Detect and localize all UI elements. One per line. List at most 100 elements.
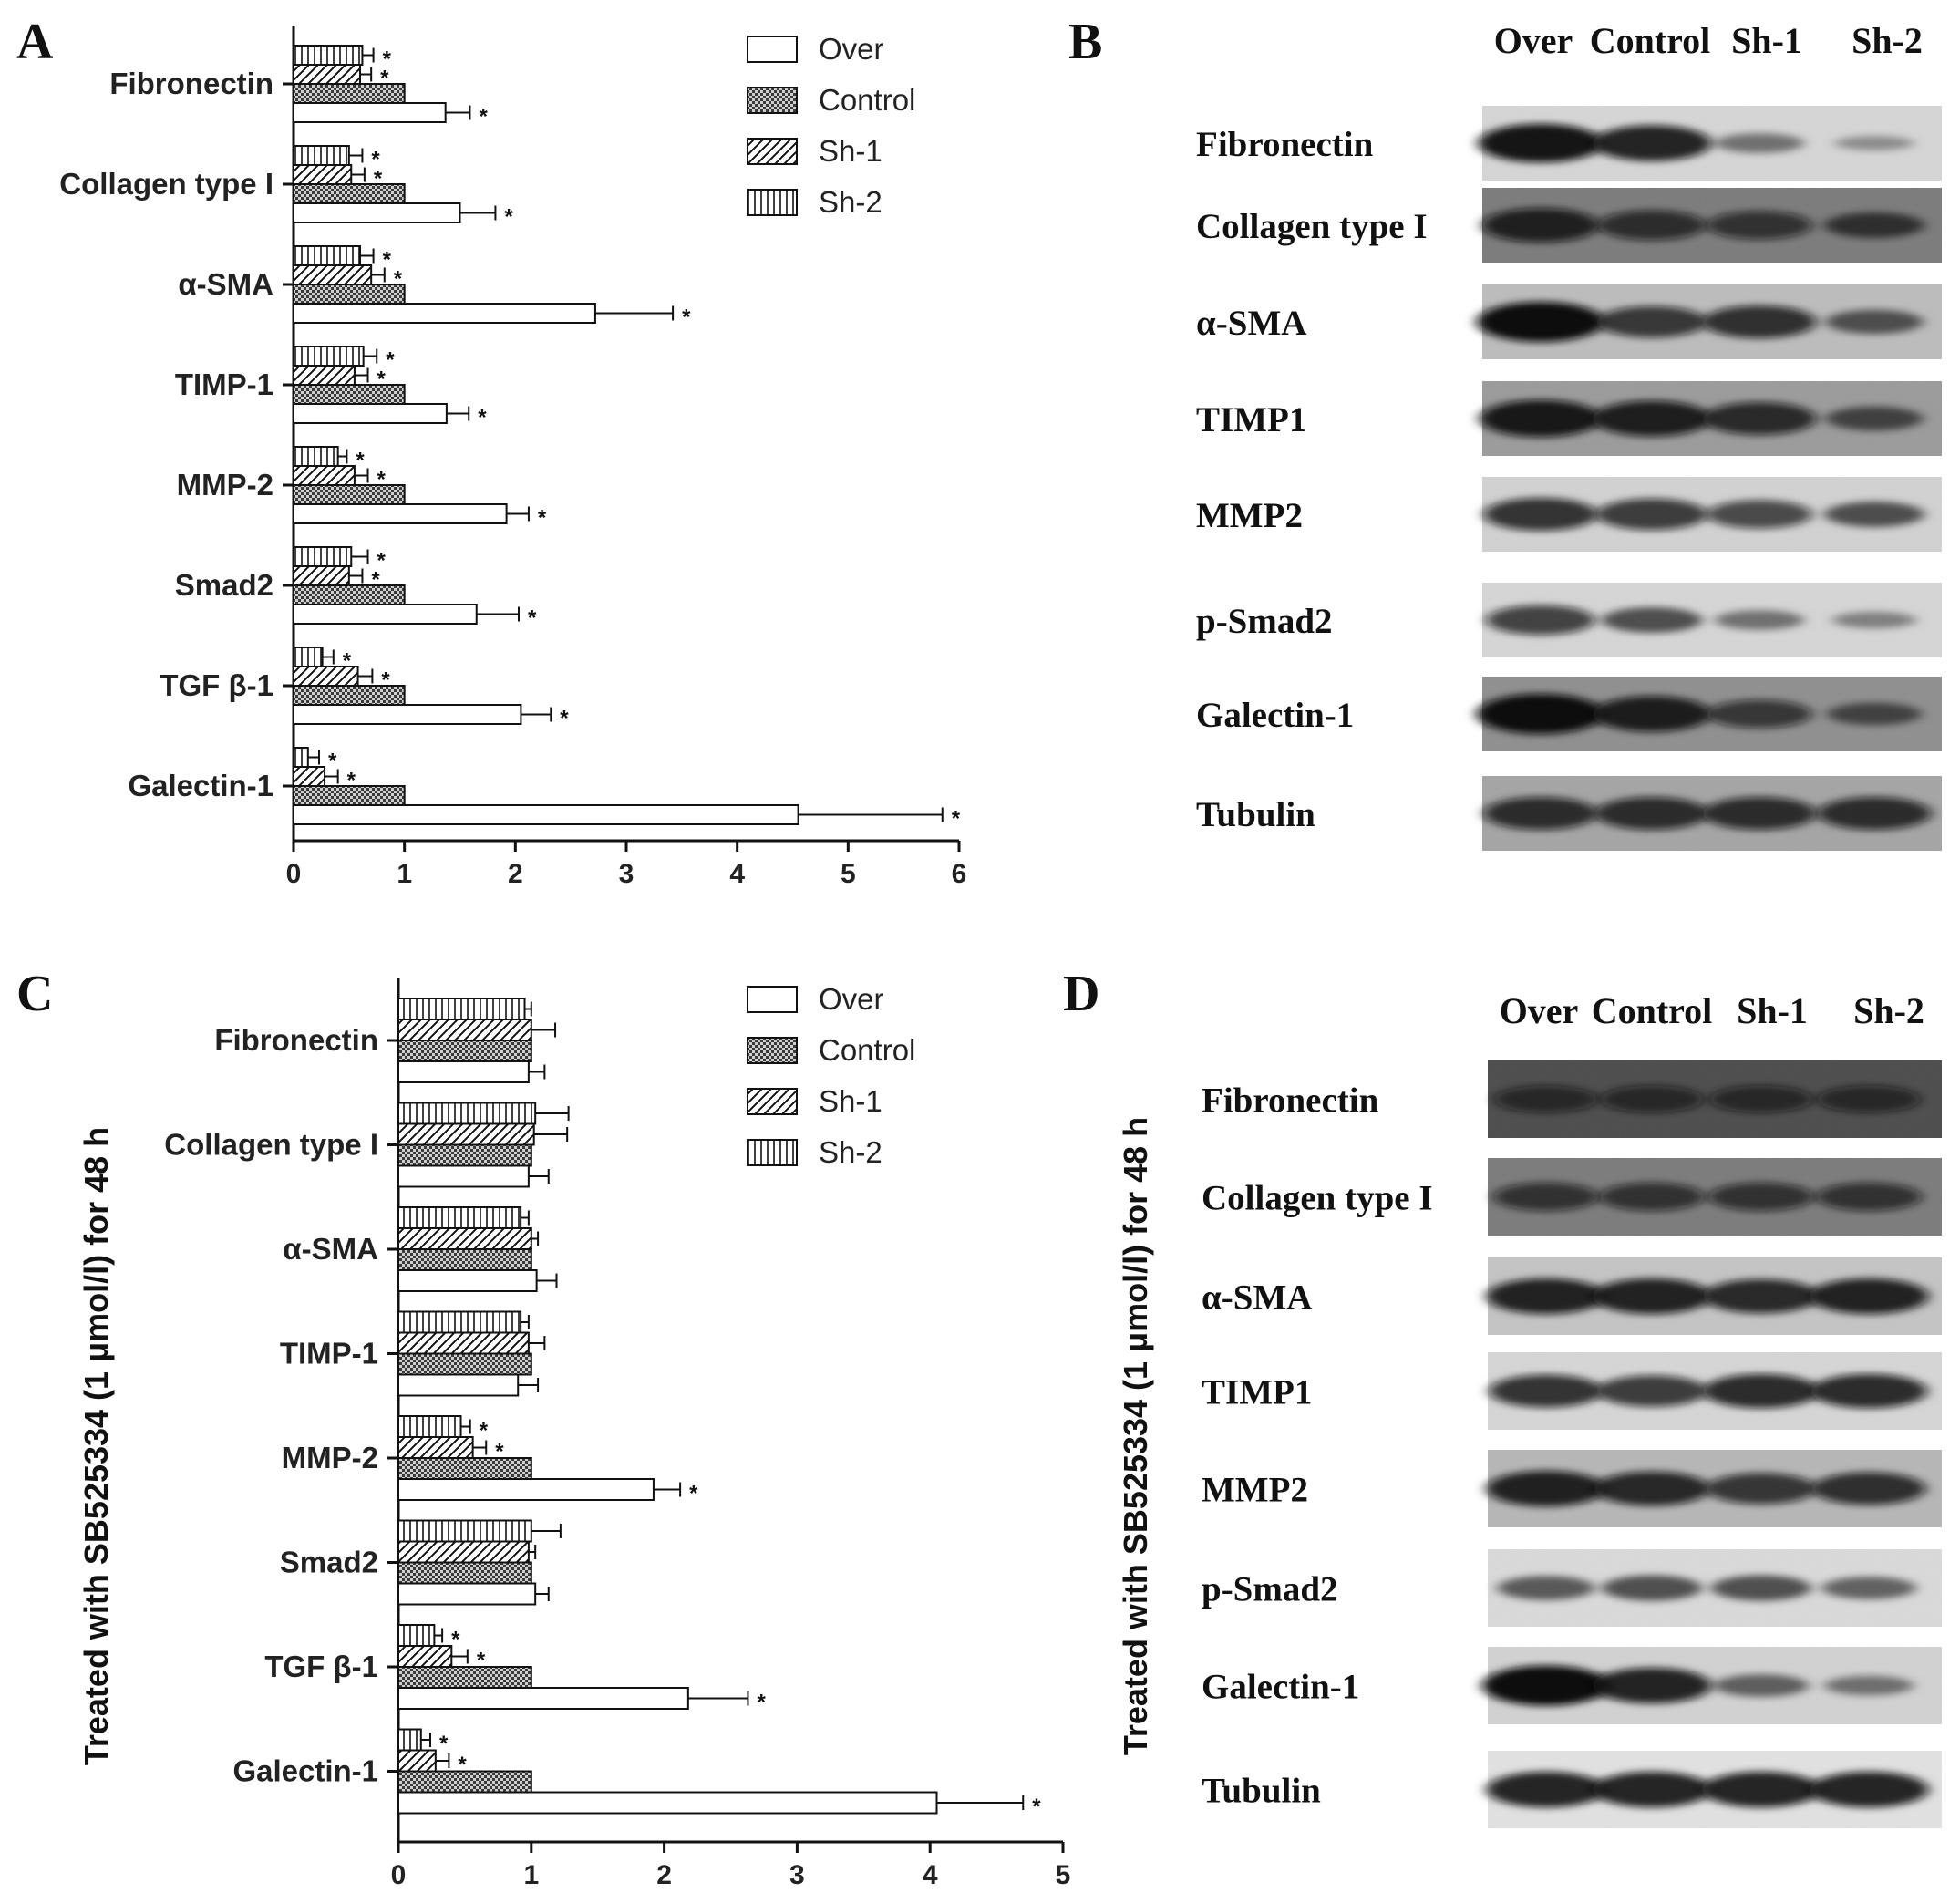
- bar-over-tgf-1: [293, 704, 522, 725]
- bar-over-fibronectin: [397, 1060, 530, 1083]
- bar-sh-2-collagen-type-i: [397, 1102, 537, 1125]
- blot-band-timp1-sh-2: [1825, 406, 1924, 431]
- x-tick-label: 3: [789, 1860, 805, 1890]
- blot-row-label-p-smad2: p-Smad2: [1196, 602, 1333, 641]
- x-tick-label: 1: [523, 1860, 539, 1890]
- blot-row-label-mmp2: MMP2: [1202, 1471, 1308, 1510]
- bar-sh-2-tgf-1: [397, 1624, 436, 1647]
- category-label-fibronectin: Fibronectin: [214, 1023, 378, 1057]
- blot-band-timp1-over: [1480, 399, 1602, 438]
- blot-band-p-smad2-over: [1486, 605, 1595, 636]
- bar-over-fibronectin: [293, 102, 447, 123]
- bar-sh-1-mmp-2: [397, 1436, 474, 1459]
- x-tick-label: 1: [397, 859, 412, 889]
- significance-star: *: [477, 1649, 486, 1673]
- blot-band-mmp2-control: [1596, 498, 1707, 531]
- blot-row-label-mmp2: MMP2: [1196, 496, 1303, 535]
- bar-sh-1-tgf-1: [293, 666, 359, 687]
- bar-sh-2-mmp-2: [397, 1415, 462, 1438]
- bar-control-fibronectin: [397, 1040, 532, 1062]
- significance-star: *: [381, 668, 390, 693]
- bar-sh-1-collagen-type-i: [293, 164, 353, 185]
- lane-label-over: Over: [1494, 20, 1573, 61]
- legend-swatch-sh-1: [747, 1088, 798, 1115]
- bar-sh-1-timp-1: [397, 1331, 530, 1355]
- category-label-mmp-2: MMP-2: [177, 468, 273, 502]
- blot-band-timp1-over: [1489, 1374, 1604, 1408]
- significance-star: *: [383, 47, 392, 72]
- chart-panel-c: 0 1 2 3 4 5 Fibronectin Collagen type I α-SMA TIM…: [77, 978, 1070, 1890]
- blot-row-label-fibronectin: Fibronectin: [1196, 125, 1374, 164]
- blot-band-mmp2-sh-2: [1824, 502, 1924, 527]
- lane-label-over: Over: [1500, 990, 1579, 1031]
- category-label-collagen-type-i: Collagen type I: [164, 1128, 378, 1162]
- legend-swatch-control: [747, 1037, 798, 1064]
- legend-panel-c: Over Control Sh-1 Sh-2: [747, 982, 915, 1169]
- lane-label-control: Control: [1592, 990, 1713, 1031]
- category-label-fibronectin: Fibronectin: [109, 67, 273, 100]
- bar-sh-1-mmp-2: [293, 465, 356, 486]
- blot-band-sma-over: [1486, 1278, 1606, 1315]
- bar-sh-2-galectin-1: [293, 747, 309, 768]
- significance-star: *: [538, 506, 547, 531]
- bar-sh-2-collagen-type-i: [293, 145, 350, 166]
- blot-band-galectin-1-control: [1592, 696, 1712, 732]
- blot-band-collagen-type-i-sh-2: [1816, 1182, 1922, 1212]
- legend-swatch-over: [747, 986, 798, 1013]
- blot-band-timp1-control: [1592, 400, 1712, 437]
- blot-band-mmp2-sh-1: [1706, 1473, 1817, 1505]
- bar-control-fibronectin: [293, 83, 406, 104]
- blot-band-sma-over: [1477, 302, 1604, 342]
- blot-band-sma-control: [1596, 305, 1707, 338]
- category-label-timp-1: TIMP-1: [175, 367, 273, 401]
- significance-star: *: [1032, 1795, 1041, 1819]
- bar-control-sma: [293, 284, 406, 305]
- blot-panel-d: Over Control Sh-1 Sh-2 Fibronectin Collagen t…: [1117, 990, 1942, 1828]
- lane-label-sh-1: Sh-1: [1737, 990, 1808, 1031]
- panel-letter-a: A: [16, 14, 54, 70]
- x-tick-label: 4: [729, 859, 745, 889]
- blot-band-tubulin-sh-2: [1817, 797, 1932, 830]
- blot-band-mmp2-control: [1594, 1471, 1710, 1506]
- category-label-timp-1: TIMP-1: [280, 1337, 378, 1371]
- blot-row-label-sma: α-SMA: [1196, 304, 1306, 343]
- y-axis-label: Treated with SB525334 (1 μmol/l) for 48 …: [77, 1127, 115, 1765]
- blot-band-galectin-1-over: [1482, 1665, 1610, 1706]
- blot-band-collagen-type-i-sh-1: [1708, 1182, 1814, 1212]
- significance-star: *: [386, 348, 395, 373]
- blot-band-sma-sh-2: [1809, 1278, 1929, 1315]
- blot-row-label-p-smad2: p-Smad2: [1202, 1570, 1338, 1609]
- significance-star: *: [952, 807, 961, 832]
- bar-sh-2-tgf-1: [293, 647, 324, 667]
- bar-sh-2-sma: [397, 1206, 522, 1229]
- significance-star: *: [451, 1628, 460, 1652]
- bar-sh-2-fibronectin: [293, 45, 364, 66]
- bar-control-smad2: [397, 1561, 532, 1585]
- bar-over-sma: [397, 1269, 538, 1292]
- x-tick-label: 2: [508, 859, 523, 889]
- blot-band-galectin-1-sh-2: [1824, 1675, 1914, 1696]
- significance-star: *: [374, 167, 383, 191]
- bar-sh-2-smad2: [293, 546, 353, 567]
- significance-star: *: [478, 406, 487, 430]
- lane-label-control: Control: [1590, 20, 1711, 61]
- blot-band-sma-sh-1: [1703, 1278, 1820, 1314]
- x-tick-label: 0: [286, 859, 302, 889]
- blot-band-galectin-1-sh-2: [1827, 702, 1922, 726]
- bar-sh-1-fibronectin: [397, 1019, 532, 1041]
- x-tick-label: 3: [619, 859, 634, 889]
- bar-over-timp-1: [397, 1373, 520, 1397]
- significance-star: *: [458, 1753, 467, 1777]
- bar-sh-2-mmp-2: [293, 446, 339, 467]
- blot-row-label-collagen-type-i: Collagen type I: [1202, 1179, 1433, 1218]
- category-label-tgf-1: TGF β-1: [264, 1650, 378, 1683]
- legend-label-control: Control: [819, 83, 915, 117]
- significance-star: *: [480, 1419, 489, 1443]
- bar-over-smad2: [397, 1582, 537, 1606]
- blot-band-timp1-control: [1596, 1375, 1707, 1407]
- legend-swatch-sh-2: [747, 189, 798, 216]
- blot-band-galectin-1-over: [1477, 694, 1604, 734]
- significance-star: *: [560, 707, 569, 731]
- lane-label-sh-2: Sh-2: [1853, 990, 1924, 1031]
- legend-label-sh-2: Sh-2: [819, 1135, 882, 1169]
